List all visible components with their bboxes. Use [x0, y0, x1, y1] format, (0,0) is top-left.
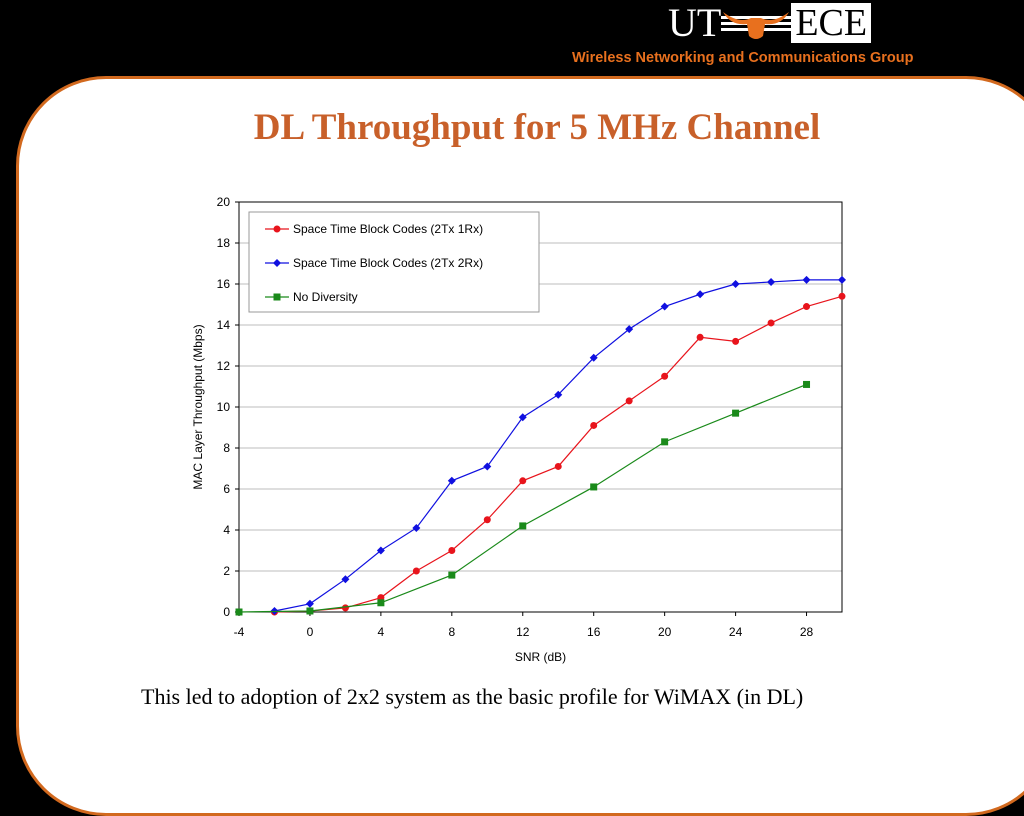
data-point: [448, 547, 456, 554]
legend-marker: [273, 259, 281, 267]
data-point: [235, 608, 243, 616]
data-point: [767, 319, 775, 327]
data-point: [625, 325, 634, 334]
legend-marker: [273, 225, 281, 233]
y-tick-label: 16: [217, 277, 231, 291]
data-point: [341, 575, 350, 584]
data-point: [660, 302, 669, 311]
x-tick-label: 16: [587, 625, 601, 639]
x-tick-label: 0: [307, 625, 314, 639]
y-tick-label: 18: [217, 236, 231, 250]
data-point: [696, 290, 705, 299]
data-point: [483, 516, 491, 524]
y-tick-label: 4: [223, 523, 230, 537]
data-point: [447, 476, 456, 485]
data-point: [767, 277, 776, 286]
legend-label: Space Time Block Codes (2Tx 1Rx): [293, 222, 483, 236]
logo-ut-text: UT: [668, 0, 722, 45]
y-tick-label: 6: [223, 482, 230, 496]
x-tick-label: -4: [234, 625, 245, 639]
ut-ece-logo: UT ECE: [668, 0, 872, 45]
data-point: [519, 522, 527, 530]
data-point: [377, 599, 385, 607]
x-tick-label: 4: [378, 625, 385, 639]
data-point: [696, 333, 704, 341]
x-tick-label: 8: [448, 625, 455, 639]
data-point: [412, 523, 421, 532]
data-point: [661, 372, 669, 380]
data-point: [803, 303, 811, 311]
y-tick-label: 0: [223, 605, 230, 619]
data-point: [661, 438, 669, 446]
y-axis-label: MAC Layer Throughput (Mbps): [191, 324, 205, 489]
data-point: [341, 604, 349, 612]
logo-ece-text: ECE: [795, 2, 868, 44]
data-point: [518, 413, 527, 422]
x-tick-label: 28: [800, 625, 814, 639]
data-point: [448, 571, 456, 579]
data-point: [554, 390, 563, 399]
data-point: [838, 292, 846, 300]
data-point: [519, 477, 527, 485]
data-point: [376, 546, 385, 555]
data-point: [306, 607, 314, 615]
data-point: [305, 599, 314, 608]
y-tick-label: 2: [223, 564, 230, 578]
series-line: [274, 295, 843, 613]
data-point: [732, 337, 740, 345]
y-tick-label: 10: [217, 400, 231, 414]
y-tick-label: 12: [217, 359, 231, 373]
slide-caption: This led to adoption of 2x2 system as th…: [141, 684, 804, 709]
y-tick-label: 20: [217, 195, 231, 209]
group-name: Wireless Networking and Communications G…: [572, 50, 914, 66]
data-point: [732, 409, 740, 417]
data-point: [625, 397, 633, 405]
series-line: [274, 279, 842, 612]
legend-label: Space Time Block Codes (2Tx 2Rx): [293, 256, 483, 270]
data-point: [590, 421, 598, 429]
slide-panel: [16, 76, 1024, 816]
legend-box: [248, 211, 540, 313]
y-tick-label: 8: [223, 441, 230, 455]
legend-label: No Diversity: [293, 290, 358, 304]
data-point: [803, 380, 811, 388]
data-point: [590, 483, 598, 491]
data-point: [802, 275, 811, 284]
x-axis-label: SNR (dB): [515, 650, 566, 664]
data-point: [838, 275, 846, 284]
data-point: [483, 462, 492, 471]
legend-marker: [273, 293, 281, 301]
data-point: [412, 567, 420, 575]
slide-title: DL Throughput for 5 MHz Channel: [253, 107, 821, 148]
logo-ece-box: ECE: [791, 2, 872, 44]
data-point: [731, 280, 740, 288]
x-tick-label: 24: [729, 625, 743, 639]
data-point: [554, 462, 562, 470]
x-tick-label: 20: [658, 625, 672, 639]
x-tick-label: 12: [516, 625, 530, 639]
longhorn-icon: [721, 12, 792, 39]
y-tick-label: 14: [217, 318, 231, 332]
data-point: [589, 353, 598, 362]
